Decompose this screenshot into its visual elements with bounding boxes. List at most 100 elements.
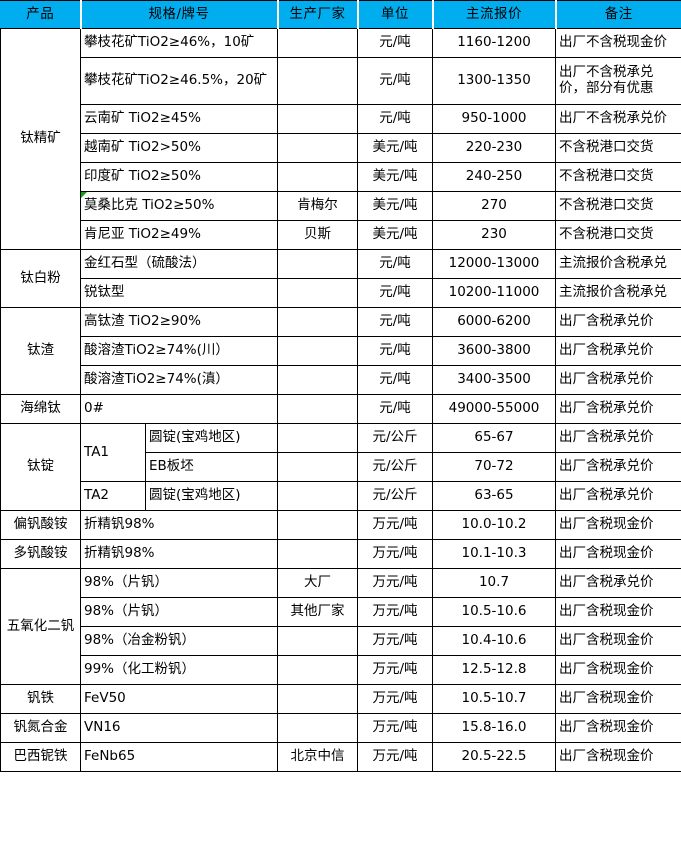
header-row: 产品 规格/牌号 生产厂家 单位 主流报价 备注	[0, 0, 681, 29]
unit-cell: 元/吨	[357, 365, 433, 395]
table-row: 钛渣 高钛渣 TiO2≥90% 元/吨 6000-6200 出厂含税承兑价	[0, 307, 681, 395]
note-cell: 出厂含税承兑价	[555, 365, 681, 395]
manufacturer-cell	[277, 104, 358, 134]
unit-cell: 万元/吨	[357, 597, 433, 627]
price-cell: 6000-6200	[432, 307, 556, 337]
spec-cell: FeV50	[80, 684, 278, 714]
table-row: 钒氮合金 VN16 万元/吨 15.8-16.0 出厂含税现金价	[0, 713, 681, 743]
note-cell: 出厂含税承兑价	[555, 394, 681, 424]
table-row: 偏钒酸铵 折精钒98% 万元/吨 10.0-10.2 出厂含税现金价	[0, 510, 681, 540]
price-cell: 63-65	[432, 481, 556, 511]
spec-cell: 折精钒98%	[80, 510, 278, 540]
spec-cell: 98%（片钒）	[80, 568, 278, 598]
note-cell: 不含税港口交货	[555, 191, 681, 221]
manufacturer-cell: 其他厂家	[277, 597, 358, 627]
product-group-label: 多钒酸铵	[0, 539, 81, 569]
note-cell: 出厂含税承兑价	[555, 423, 681, 453]
unit-cell: 万元/吨	[357, 568, 433, 598]
price-cell: 65-67	[432, 423, 556, 453]
manufacturer-cell	[277, 423, 358, 453]
spec-cell: 云南矿 TiO2≥45%	[80, 104, 278, 134]
column-header-manufacturer: 生产厂家	[276, 0, 358, 29]
manufacturer-cell	[277, 307, 358, 337]
product-group-label: 偏钒酸铵	[0, 510, 81, 540]
price-cell: 950-1000	[432, 104, 556, 134]
manufacturer-cell	[277, 713, 358, 743]
table-row: 印度矿 TiO2≥50% 美元/吨 240-250 不含税港口交货	[1, 162, 681, 192]
manufacturer-cell	[277, 133, 358, 163]
grade-subgroup-label: TA2	[80, 481, 146, 511]
spec-cell: 0#	[80, 394, 278, 424]
spec-cell: EB板坯	[145, 452, 278, 482]
unit-cell: 美元/吨	[357, 133, 433, 163]
unit-cell: 元/公斤	[357, 423, 433, 453]
manufacturer-cell	[277, 249, 358, 279]
product-group-label: 巴西铌铁	[0, 742, 81, 772]
price-cell: 12000-13000	[432, 249, 556, 279]
manufacturer-cell	[277, 28, 358, 58]
price-cell: 10.4-10.6	[432, 626, 556, 656]
table-row: 钛白粉 金红石型（硫酸法） 元/吨 12000-13000 主流报价含税承兑	[0, 249, 681, 308]
table-body: 钛精矿 攀枝花矿TiO2≥46%，10矿 元/吨 1160-1200 出厂不含税…	[0, 28, 681, 772]
column-header-price: 主流报价	[431, 0, 556, 29]
note-cell: 不含税港口交货	[555, 162, 681, 192]
manufacturer-cell: 北京中信	[277, 742, 358, 772]
table-row: 攀枝花矿TiO2≥46.5%，20矿 元/吨 1300-1350 出厂不含税承兑…	[1, 57, 681, 105]
spec-cell: 高钛渣 TiO2≥90%	[80, 307, 278, 337]
manufacturer-cell	[277, 655, 358, 685]
table-row: 钛精矿 攀枝花矿TiO2≥46%，10矿 元/吨 1160-1200 出厂不含税…	[0, 28, 681, 250]
table-row: TA2 圆锭(宝鸡地区) 元/公斤 63-65 出厂含税承兑价	[1, 481, 681, 511]
manufacturer-cell	[277, 365, 358, 395]
grade-subgroup-label: TA1	[80, 423, 146, 482]
price-cell: 70-72	[432, 452, 556, 482]
table-row: 莫桑比克 TiO2≥50% 肯梅尔 美元/吨 270 不含税港口交货	[1, 191, 681, 221]
unit-cell: 万元/吨	[357, 626, 433, 656]
price-cell: 15.8-16.0	[432, 713, 556, 743]
column-header-spec: 规格/牌号	[79, 0, 278, 29]
unit-cell: 元/公斤	[357, 481, 433, 511]
unit-cell: 元/吨	[357, 336, 433, 366]
spec-cell: 越南矿 TiO2>50%	[80, 133, 278, 163]
note-cell: 出厂含税现金价	[555, 713, 681, 743]
table-row: 99%（化工粉钒） 万元/吨 12.5-12.8 出厂含税现金价	[1, 655, 681, 685]
table-row: 海绵钛 0# 元/吨 49000-55000 出厂含税承兑价	[0, 394, 681, 424]
table-row: 酸溶渣TiO2≥74%(川） 元/吨 3600-3800 出厂含税承兑价	[1, 336, 681, 366]
note-cell: 出厂含税现金价	[555, 742, 681, 772]
note-cell: 出厂含税现金价	[555, 684, 681, 714]
note-cell: 出厂含税承兑价	[555, 568, 681, 598]
unit-cell: 美元/吨	[357, 162, 433, 192]
price-cell: 10.5-10.7	[432, 684, 556, 714]
spec-cell: 酸溶渣TiO2≥74%(滇）	[80, 365, 278, 395]
spec-cell: 金红石型（硫酸法）	[80, 249, 278, 279]
note-cell: 出厂不含税现金价	[555, 28, 681, 58]
note-cell: 主流报价含税承兑	[555, 249, 681, 279]
spec-cell-flagged: 莫桑比克 TiO2≥50%	[80, 191, 278, 221]
price-cell: 20.5-22.5	[432, 742, 556, 772]
spec-cell: 99%（化工粉钒）	[80, 655, 278, 685]
unit-cell: 万元/吨	[357, 713, 433, 743]
note-cell: 出厂含税现金价	[555, 626, 681, 656]
product-group-label: 钒氮合金	[0, 713, 81, 743]
unit-cell: 元/吨	[357, 307, 433, 337]
product-group-label: 钛白粉	[0, 249, 81, 308]
column-header-unit: 单位	[356, 0, 433, 29]
unit-cell: 元/吨	[357, 249, 433, 279]
spec-cell: 攀枝花矿TiO2≥46%，10矿	[80, 28, 278, 58]
unit-cell: 美元/吨	[357, 220, 433, 250]
unit-cell: 元/吨	[357, 57, 433, 105]
spec-cell: 酸溶渣TiO2≥74%(川）	[80, 336, 278, 366]
note-cell: 出厂含税现金价	[555, 655, 681, 685]
price-cell: 1300-1350	[432, 57, 556, 105]
price-cell: 10200-11000	[432, 278, 556, 308]
spec-cell: 98%（片钒）	[80, 597, 278, 627]
table-row: 巴西铌铁 FeNb65 北京中信 万元/吨 20.5-22.5 出厂含税现金价	[0, 742, 681, 772]
price-cell: 240-250	[432, 162, 556, 192]
manufacturer-cell	[277, 452, 358, 482]
note-cell: 出厂含税现金价	[555, 510, 681, 540]
unit-cell: 万元/吨	[357, 510, 433, 540]
manufacturer-cell	[277, 162, 358, 192]
manufacturer-cell	[277, 684, 358, 714]
price-cell: 49000-55000	[432, 394, 556, 424]
column-header-note: 备注	[554, 0, 681, 29]
